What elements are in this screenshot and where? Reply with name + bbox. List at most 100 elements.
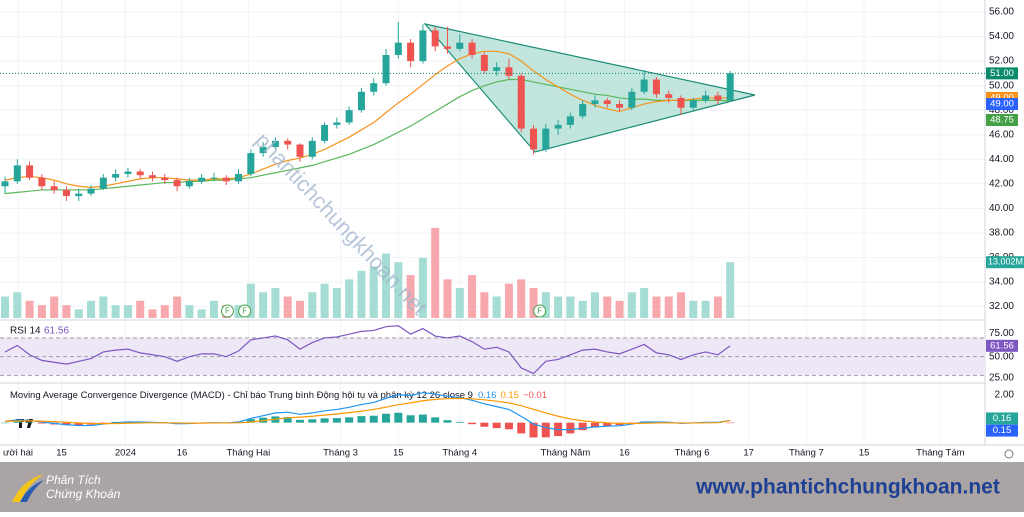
volume-bar <box>677 292 686 318</box>
candle-body <box>185 181 193 187</box>
event-marker <box>238 304 252 318</box>
price-badge-label: 49.00 <box>990 92 1014 103</box>
candle-body <box>616 104 624 108</box>
candle-body <box>370 83 378 92</box>
signal-value: 0.15 <box>500 390 519 401</box>
volume-bar <box>62 305 71 318</box>
candle-body <box>296 144 304 157</box>
candle-body <box>628 91 636 108</box>
rsi-badge <box>986 339 1018 352</box>
candle-body <box>603 100 611 105</box>
candle-body <box>505 67 513 76</box>
macd-histogram-bar <box>25 422 34 423</box>
y-tick-label: 40.00 <box>989 203 1014 214</box>
price-badge <box>986 98 1018 111</box>
y-tick-label: 48.00 <box>989 105 1014 116</box>
candle-body <box>308 140 316 157</box>
macd-histogram-bar <box>332 418 341 423</box>
volume-bar <box>455 287 464 318</box>
y-tick-label: 52.00 <box>989 56 1014 67</box>
candle-body <box>271 140 279 147</box>
macd-tick-label: 2.00 <box>995 389 1015 400</box>
candle-body <box>247 153 255 174</box>
signal-badge <box>986 424 1018 437</box>
price-badge-label: 51.00 <box>990 68 1014 79</box>
candle-body <box>75 193 83 197</box>
macd-histogram-bar <box>517 422 526 434</box>
candle-body <box>517 75 525 129</box>
volume-bar <box>160 305 169 318</box>
candle-body <box>652 79 660 95</box>
volume-bar <box>701 300 710 318</box>
candle-body <box>124 171 132 174</box>
candle-body <box>13 165 21 182</box>
volume-bar <box>517 279 526 318</box>
volume-bar <box>504 283 513 318</box>
volume-bar <box>136 300 145 318</box>
candle-body <box>554 124 562 129</box>
macd-histogram-bar <box>37 422 46 424</box>
volume-bar <box>271 287 280 318</box>
candle-body <box>456 42 464 49</box>
x-tick-label: 16 <box>619 448 630 459</box>
settings-icon[interactable] <box>1004 449 1014 459</box>
volume-bar <box>566 296 575 318</box>
volume-bar <box>406 275 415 318</box>
candle-body <box>677 97 685 108</box>
price-badge <box>986 67 1018 80</box>
candle-body <box>99 177 107 189</box>
candle-body <box>542 128 550 150</box>
x-tick-label: Tháng 7 <box>789 448 824 459</box>
candle-body <box>591 100 599 105</box>
x-tick-label: 2024 <box>115 448 136 459</box>
candle-body <box>198 177 206 182</box>
x-tick-label: ười hai <box>3 448 33 459</box>
macd-histogram-bar <box>406 415 415 423</box>
volume-bar <box>431 227 440 318</box>
candle-body <box>419 30 427 62</box>
macd-histogram-bar <box>320 418 329 423</box>
x-tick-label: 15 <box>56 448 67 459</box>
footer <box>0 462 1024 512</box>
volume-bar <box>394 262 403 318</box>
x-tick-label: 17 <box>743 448 754 459</box>
candle-body <box>640 79 648 92</box>
volume-bar <box>443 279 452 318</box>
y-tick-label: 56.00 <box>989 7 1014 18</box>
volume-bar <box>590 292 599 318</box>
x-tick-label: Tháng 3 <box>323 448 358 459</box>
volume-bar <box>640 287 649 318</box>
ma-fast-line <box>4 50 731 189</box>
rsi-tick-label: 25.00 <box>989 373 1014 384</box>
volume-bar <box>369 266 378 318</box>
volume-badge <box>986 256 1024 269</box>
macd-histogram-bar <box>578 422 587 431</box>
candle-body <box>148 175 156 178</box>
macd-line <box>4 392 731 431</box>
y-tick-label: 32.00 <box>989 301 1014 312</box>
macd-badge <box>986 412 1018 425</box>
price-badge-label: 49.00 <box>990 99 1014 110</box>
event-label: F <box>242 307 247 316</box>
macd-histogram-bar <box>603 422 612 427</box>
signal-badge-label: 0.15 <box>993 425 1012 436</box>
macd-title: Moving Average Convergence Divergence (M… <box>10 390 547 401</box>
volume-bar <box>357 270 366 318</box>
volume-bar <box>529 287 538 318</box>
volume-bar <box>99 296 108 318</box>
logo-line2: Chứng Khoán <box>46 487 121 501</box>
website: www.phantichchungkhoan.net <box>695 476 1000 499</box>
volume-bar <box>332 287 341 318</box>
candle-body <box>38 177 46 187</box>
candle-body <box>173 180 181 187</box>
macd-histogram-bar <box>1 422 9 424</box>
volume-bar <box>320 283 329 318</box>
price-badge-label: 48.75 <box>990 115 1014 126</box>
candle-body <box>689 100 697 108</box>
y-tick-label: 42.00 <box>989 178 1014 189</box>
candle-body <box>321 124 329 141</box>
macd-histogram-bar <box>308 419 317 423</box>
volume-bar <box>603 296 612 318</box>
